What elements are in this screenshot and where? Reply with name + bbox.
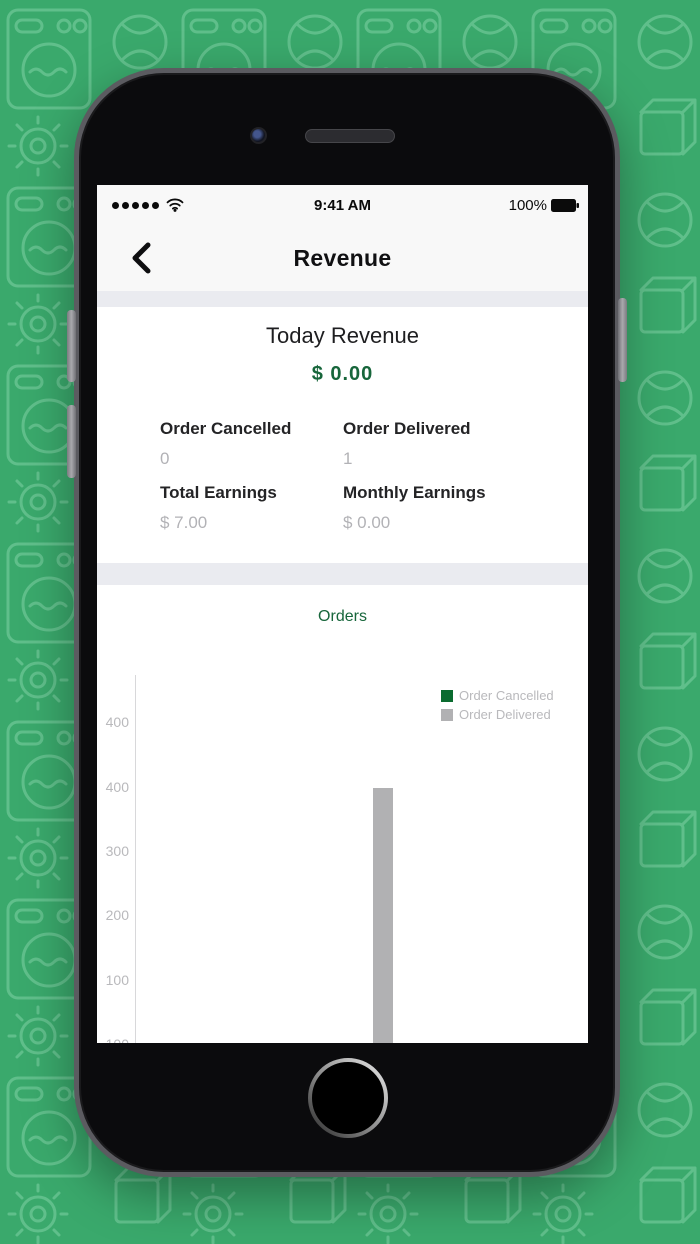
today-revenue-amount: $ 0.00 (311, 363, 374, 385)
legend-order-delivered: Order Delivered (441, 707, 554, 722)
y-tick: 100 (97, 1036, 129, 1043)
section-divider (97, 291, 588, 307)
battery-icon (551, 198, 579, 212)
home-button[interactable] (307, 1057, 389, 1139)
front-camera (250, 127, 267, 144)
volume-up-button (67, 310, 76, 382)
stat-order-delivered: Order Delivered 1 (343, 419, 471, 469)
status-time: 9:41 AM (314, 196, 371, 214)
orders-bar-chart: 400 400 300 200 100 100 Order Cancelled … (97, 655, 588, 1043)
today-revenue-label: Today Revenue (266, 323, 419, 348)
legend-swatch-gray (441, 708, 453, 721)
stat-total-earnings: Total Earnings $ 7.00 (160, 483, 277, 533)
volume-down-button (67, 405, 76, 478)
page-title: Revenue (293, 244, 392, 271)
signal-strength-icon (112, 201, 159, 209)
y-tick: 200 (105, 907, 129, 923)
stat-value: $ 7.00 (160, 513, 208, 532)
y-tick: 300 (105, 843, 129, 859)
section-divider (97, 563, 588, 585)
stat-value: $ 0.00 (343, 513, 391, 532)
power-button (618, 298, 627, 382)
stat-label: Order Delivered (343, 419, 471, 438)
battery-percent: 100% (508, 196, 547, 214)
earpiece-speaker (305, 129, 395, 143)
y-tick: 100 (105, 972, 129, 988)
stat-monthly-earnings: Monthly Earnings $ 0.00 (343, 483, 486, 533)
stat-label: Order Cancelled (160, 419, 292, 438)
legend-label: Order Cancelled (459, 688, 554, 703)
phone-body: 9:41 AM 100% Revenue Today Revenue $ 0.0… (67, 68, 627, 1177)
app-screen: 9:41 AM 100% Revenue Today Revenue $ 0.0… (97, 185, 588, 1043)
legend-swatch-green (441, 689, 453, 702)
legend-order-cancelled: Order Cancelled (441, 688, 554, 703)
status-bar: 9:41 AM 100% (97, 185, 588, 225)
back-button[interactable] (123, 239, 159, 277)
nav-bar: Revenue (97, 225, 588, 291)
stat-order-cancelled: Order Cancelled 0 (160, 419, 291, 469)
stat-value: 0 (160, 449, 170, 468)
stat-value: 1 (343, 449, 353, 468)
y-tick: 400 (105, 714, 129, 730)
wifi-icon (166, 198, 184, 212)
chevron-left-icon (132, 242, 151, 274)
chart-y-axis (135, 675, 136, 1043)
order-delivered-bar (373, 788, 393, 1043)
chart-legend: Order Cancelled Order Delivered (441, 688, 554, 726)
y-tick: 400 (105, 779, 129, 795)
legend-label: Order Delivered (459, 707, 551, 722)
stat-label: Total Earnings (160, 483, 277, 502)
orders-section-title: Orders (318, 608, 367, 625)
stat-label: Monthly Earnings (343, 483, 486, 502)
